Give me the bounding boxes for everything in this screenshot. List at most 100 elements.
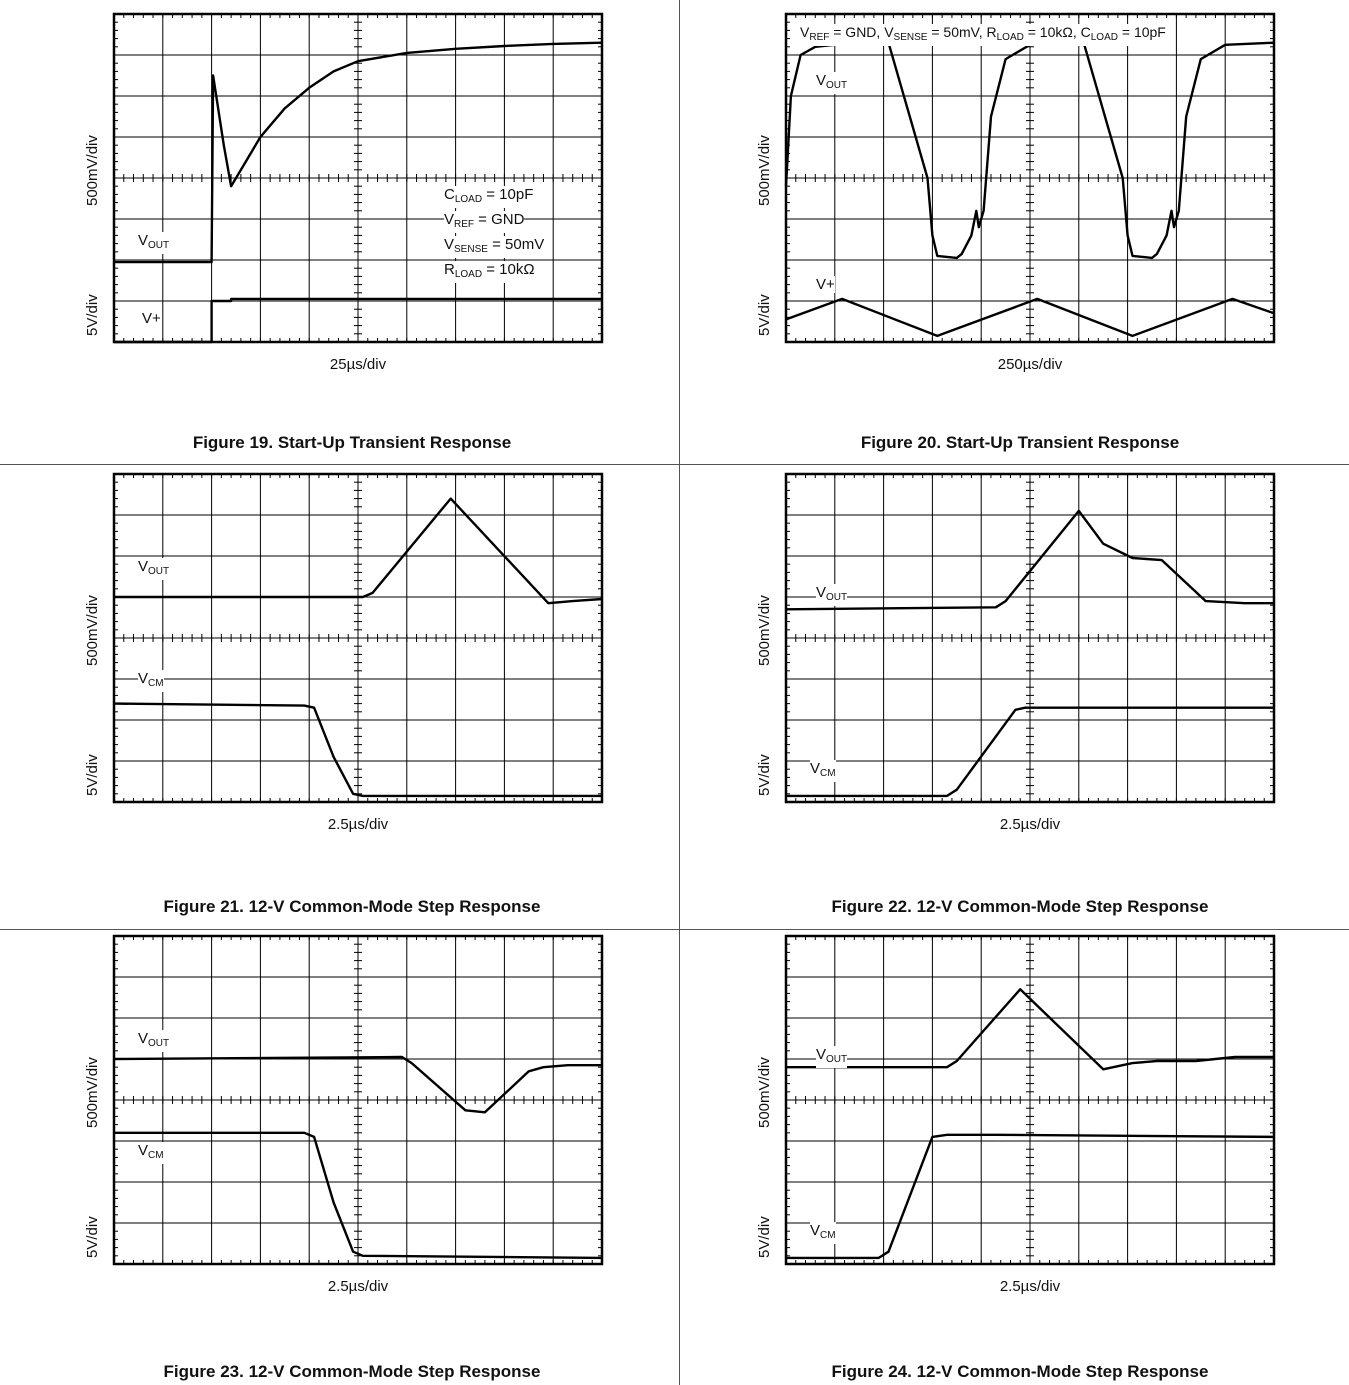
condition-4: RLOAD = 10kΩ (444, 261, 535, 283)
x-scale: 2.5µs/div (327, 816, 389, 833)
condition-part-1: VREF = GND, (800, 24, 885, 43)
y-scale-upper: 500mV/div (84, 595, 101, 666)
condition-part-3: RLOAD = 10kΩ, (986, 24, 1080, 43)
grid (113, 935, 603, 1265)
trace-vplus (785, 297, 1275, 338)
trace-vcm (786, 706, 1274, 798)
condition-3-main: V (444, 236, 455, 253)
vcm-label-main: V (810, 760, 821, 777)
vout-label-subscript: OUT (148, 240, 170, 251)
condition-part-4: CLOAD = 10pF (1080, 24, 1166, 43)
vout-label: VOUT (138, 1030, 170, 1052)
fig19-scope-plot (112, 12, 604, 344)
vplus-label-main: V+ (142, 310, 161, 327)
condition-2: VREF = GND (444, 211, 525, 233)
vcm-label-subscript: CM (820, 768, 836, 779)
fig22-scope-plot (784, 472, 1276, 804)
condition-part-4-value: = 10pF (1117, 24, 1166, 40)
fig24-scope-plot (784, 934, 1276, 1266)
vcm-label-subscript: CM (148, 678, 164, 689)
condition-4-subscript: LOAD (454, 269, 483, 280)
condition-1-subscript: LOAD (454, 194, 483, 205)
row-divider-1 (0, 464, 1349, 465)
figure-caption: Figure 24. 12-V Common-Mode Step Respons… (831, 1362, 1209, 1381)
condition-3-value: = 50mV (487, 236, 545, 253)
row-divider-2 (0, 929, 1349, 930)
condition-3-subscript: SENSE (454, 244, 488, 255)
trace-vcm (114, 1131, 603, 1260)
trace-vout (114, 41, 603, 264)
vcm-label-main: V (810, 1222, 821, 1239)
figure-caption: Figure 20. Start-Up Transient Response (860, 433, 1180, 452)
vout-label-main: V (816, 1046, 827, 1063)
vout-label: VOUT (138, 232, 170, 254)
condition-1-value: = 10pF (482, 186, 534, 203)
y-scale-lower: 5V/div (756, 1216, 773, 1258)
y-scale-upper: 500mV/div (756, 135, 773, 206)
column-divider (679, 0, 680, 1385)
condition-part-2-main: V (884, 24, 894, 40)
vout-label: VOUT (816, 1046, 848, 1068)
trace-vcm (113, 702, 602, 798)
y-scale-lower: 5V/div (84, 1216, 101, 1258)
trace-vout (785, 509, 1274, 611)
trace-vplus (114, 297, 602, 344)
x-scale: 25µs/div (329, 356, 387, 373)
plot-frame (112, 472, 604, 804)
y-scale-upper: 500mV/div (756, 595, 773, 666)
condition-4-main: R (444, 261, 455, 278)
grid (113, 473, 603, 803)
figure-caption: Figure 23. 12-V Common-Mode Step Respons… (163, 1362, 541, 1381)
condition-3: VSENSE = 50mV (444, 236, 545, 258)
x-scale: 2.5µs/div (999, 1278, 1061, 1295)
vplus-label-main: V+ (816, 276, 835, 293)
vout-label-main: V (138, 1030, 149, 1047)
condition-part-4-main: C (1080, 24, 1091, 40)
condition-line: VREF = GND, VSENSE = 50mV, RLOAD = 10kΩ,… (800, 24, 1166, 46)
plot-frame (112, 12, 604, 344)
grid (785, 935, 1275, 1265)
condition-part-2-value: = 50mV, (927, 24, 987, 40)
y-scale-lower: 5V/div (84, 294, 101, 336)
vcm-label-subscript: CM (148, 1150, 164, 1161)
vout-label-main: V (138, 232, 149, 249)
condition-part-1-value: = GND, (829, 24, 885, 40)
figure-caption: Figure 21. 12-V Common-Mode Step Respons… (163, 897, 541, 916)
vout-label-main: V (816, 72, 827, 89)
grid (113, 13, 603, 343)
vout-label-main: V (816, 584, 827, 601)
vcm-label: VCM (138, 670, 164, 692)
vout-label-subscript: OUT (826, 80, 848, 91)
plot-frame (784, 934, 1276, 1266)
condition-4-value: = 10kΩ (482, 261, 535, 278)
condition-part-1-subscript: REF (809, 32, 830, 43)
y-scale-lower: 5V/div (84, 754, 101, 796)
vout-label: VOUT (816, 584, 848, 606)
condition-part-2-subscript: SENSE (893, 32, 928, 43)
x-scale: 2.5µs/div (327, 1278, 389, 1295)
fig21-scope-plot (112, 472, 604, 804)
trace-vcm (786, 1133, 1275, 1260)
condition-part-3-subscript: LOAD (996, 32, 1024, 43)
plot-frame (784, 472, 1276, 804)
y-scale-lower: 5V/div (756, 754, 773, 796)
vout-label-subscript: OUT (826, 1054, 848, 1065)
condition-1-main: C (444, 186, 455, 203)
vcm-label: VCM (810, 760, 836, 782)
vplus-label: V+ (142, 310, 161, 327)
vcm-label-main: V (138, 670, 149, 687)
vplus-label: V+ (816, 276, 835, 293)
y-scale-lower: 5V/div (756, 294, 773, 336)
vout-label: VOUT (816, 72, 848, 94)
vcm-label: VCM (138, 1142, 164, 1164)
trace-vout (786, 988, 1274, 1071)
vout-label-subscript: OUT (826, 592, 848, 603)
x-scale: 2.5µs/div (999, 816, 1061, 833)
grid (785, 473, 1275, 803)
fig23-scope-plot (112, 934, 604, 1266)
figure-caption: Figure 19. Start-Up Transient Response (192, 433, 512, 452)
vout-label-subscript: OUT (148, 1038, 170, 1049)
vout-label-main: V (138, 558, 149, 575)
condition-part-3-main: R (986, 24, 997, 40)
trace-vout (114, 497, 603, 605)
